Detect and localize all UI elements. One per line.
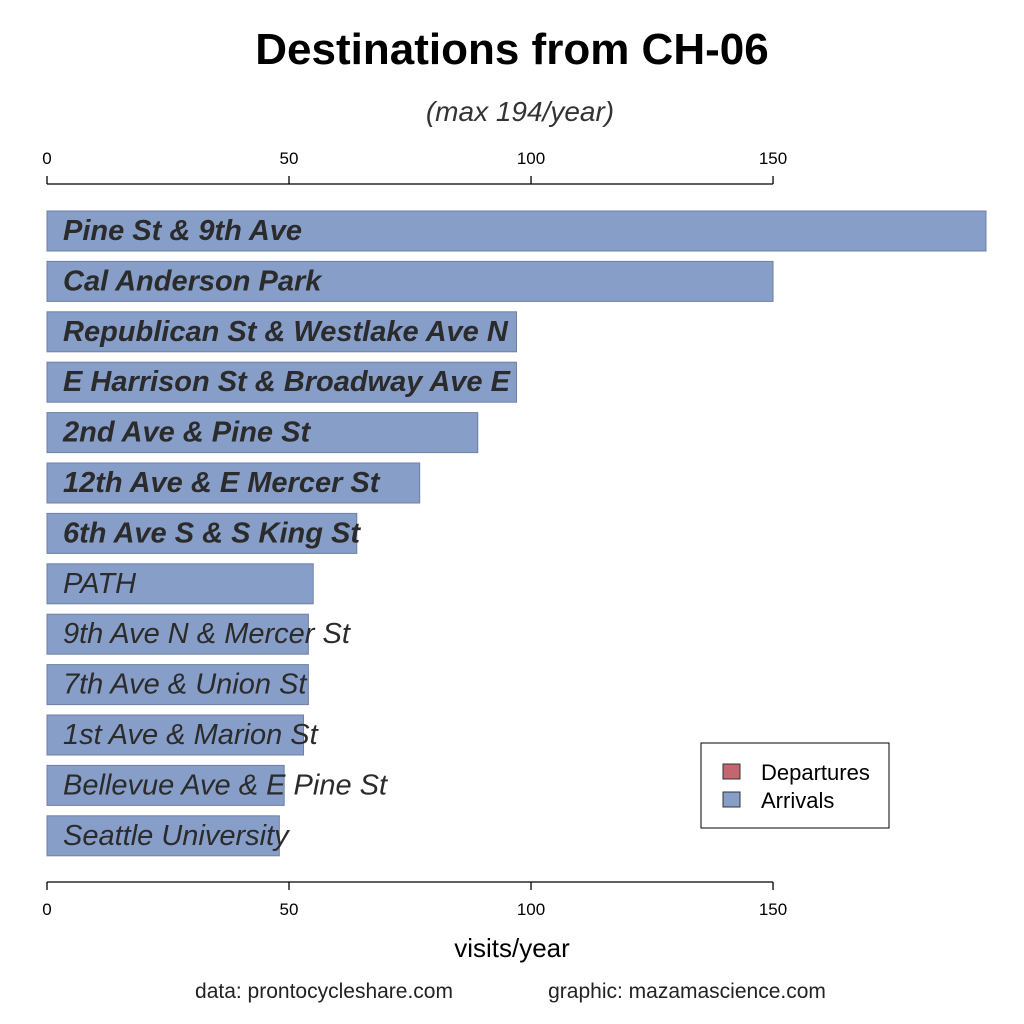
bar-labels-group: Pine St & 9th Ave Cal Anderson Park Republ… <box>62 215 512 852</box>
bar-13 <box>46 815 280 857</box>
legend-label-departures: Departures <box>761 760 870 785</box>
bar-8 <box>46 563 314 605</box>
bar-label-7: 6th Ave S & S King St <box>63 517 361 549</box>
bars-group <box>46 210 987 857</box>
bar-label-3: Republican St & Westlake Ave N <box>63 316 509 348</box>
bar-4 <box>46 361 517 403</box>
chart-title: Destinations from CH-06 <box>255 25 768 74</box>
bar-3 <box>46 311 517 353</box>
top-tick-label-150: 150 <box>759 149 787 168</box>
top-tick-label-0: 0 <box>42 149 51 168</box>
bar-label-10: 7th Ave & Union St <box>63 669 308 701</box>
bottom-x-axis: 0 50 100 150 <box>42 881 787 919</box>
bar-5 <box>46 412 479 454</box>
legend-box <box>700 742 890 829</box>
bar-label-4: E Harrison St & Broadway Ave E <box>63 366 512 398</box>
bar-11 <box>46 714 305 756</box>
legend: Departures Arrivals <box>700 742 890 829</box>
bar-label-11: 1st Ave & Marion St <box>63 719 320 751</box>
bottom-tick-label-50: 50 <box>280 900 299 919</box>
bar-7 <box>46 512 358 554</box>
top-tick-label-100: 100 <box>517 149 545 168</box>
bar-label-2: Cal Anderson Park <box>63 265 323 297</box>
bar-2 <box>46 260 774 302</box>
legend-swatch-departures <box>722 763 741 780</box>
data-credit: data: prontocycleshare.com <box>195 980 453 1003</box>
legend-swatch-arrivals <box>722 791 741 808</box>
bottom-tick-label-100: 100 <box>517 900 545 919</box>
bar-label-9: 9th Ave N & Mercer St <box>63 618 352 650</box>
top-x-axis: 0 50 100 150 <box>42 149 787 185</box>
bar-9 <box>46 613 309 655</box>
bar-12 <box>46 764 285 806</box>
bar-label-6: 12th Ave & E Mercer St <box>63 467 381 499</box>
x-axis-label: visits/year <box>454 933 570 963</box>
bar-label-13: Seattle University <box>63 820 290 852</box>
bottom-tick-label-0: 0 <box>42 900 51 919</box>
bar-label-1: Pine St & 9th Ave <box>63 215 302 247</box>
bar-label-5: 2nd Ave & Pine St <box>62 417 311 449</box>
legend-label-arrivals: Arrivals <box>761 788 834 813</box>
bar-label-8: PATH <box>63 568 136 600</box>
top-tick-label-50: 50 <box>280 149 299 168</box>
bottom-tick-label-150: 150 <box>759 900 787 919</box>
bar-1 <box>46 210 987 252</box>
bar-6 <box>46 462 421 504</box>
chart-subtitle: (max 194/year) <box>426 96 614 127</box>
bar-label-12: Bellevue Ave & E Pine St <box>63 769 389 801</box>
bar-10 <box>46 664 309 706</box>
graphic-credit: graphic: mazamascience.com <box>548 980 826 1003</box>
